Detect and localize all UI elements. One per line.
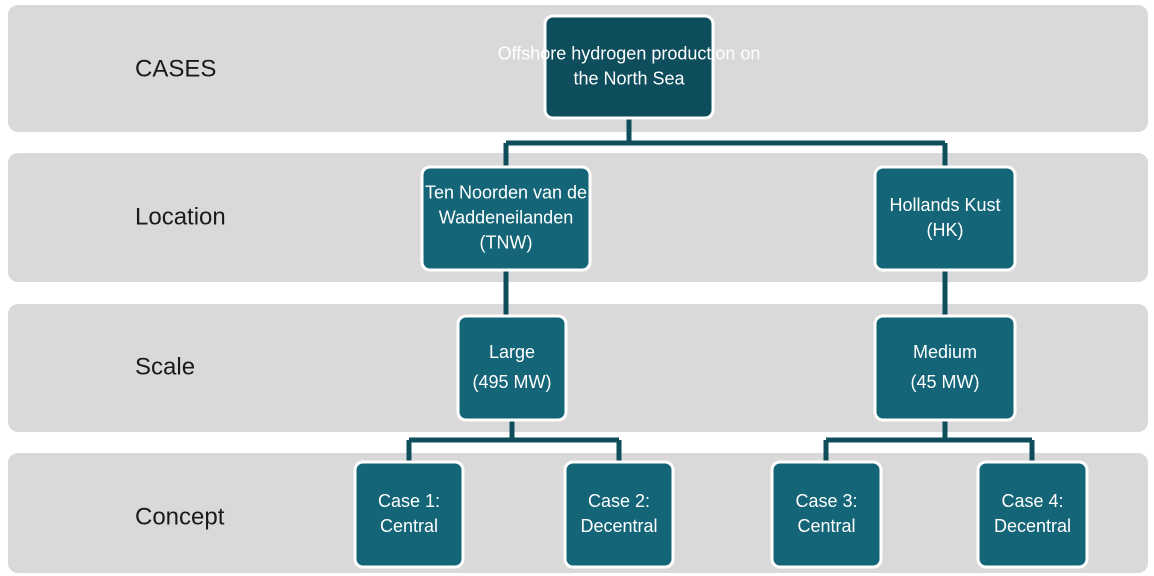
node: Offshore hydrogen production on the North… [498,14,761,120]
row-label: Location [135,203,226,230]
node-box [770,460,883,569]
node-text: Case 3: [795,491,857,511]
node-text: Offshore hydrogen production on [498,43,761,63]
connector [503,270,948,316]
node: Ten Noorden van de Waddeneilanden (TNW) [420,165,592,272]
row-band [8,304,1148,432]
connector [503,118,948,167]
node-text: Central [380,516,438,536]
node-box [456,314,568,422]
row-labels: CASES Location Scale Concept [135,55,226,530]
node-box [976,460,1089,569]
node-text: Case 4: [1001,491,1063,511]
node-text: Waddeneilanden [439,207,573,227]
node-box [420,165,592,272]
node-text: Case 1: [378,491,440,511]
node: Case 2: Decentral [563,460,675,569]
connectors [406,118,1035,462]
node-text: (HK) [927,220,964,240]
node-box [873,165,1017,272]
node-text: Central [797,516,855,536]
row-label: Concept [135,503,225,530]
connector [406,420,622,462]
node-text: (45 MW) [911,372,980,392]
node-text: Large [489,342,535,362]
node-text: the North Sea [573,68,685,88]
connector [823,420,1035,462]
node-box [873,314,1017,422]
node-text: Case 2: [588,491,650,511]
nodes: Offshore hydrogen production on the North… [353,14,1089,569]
node-text: (495 MW) [472,372,551,392]
node-text: Ten Noorden van de [425,182,587,202]
node-text: Hollands Kust [889,195,1000,215]
node: Case 3: Central [770,460,883,569]
node-text: Decentral [580,516,657,536]
node: Case 1: Central [353,460,465,569]
node: Medium (45 MW) [873,314,1017,422]
node: Large (495 MW) [456,314,568,422]
node-text: Decentral [994,516,1071,536]
node-box [353,460,465,569]
node: Hollands Kust (HK) [873,165,1017,272]
node: Case 4: Decentral [976,460,1089,569]
node-box [543,14,715,120]
row-label: Scale [135,353,195,380]
row-label: CASES [135,55,216,82]
node-text: Medium [913,342,977,362]
node-text: (TNW) [480,232,533,252]
node-box [563,460,675,569]
